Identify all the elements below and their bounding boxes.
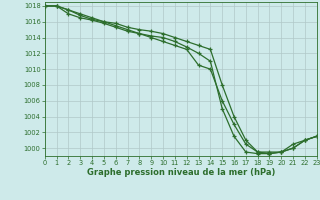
X-axis label: Graphe pression niveau de la mer (hPa): Graphe pression niveau de la mer (hPa) [87, 168, 275, 177]
